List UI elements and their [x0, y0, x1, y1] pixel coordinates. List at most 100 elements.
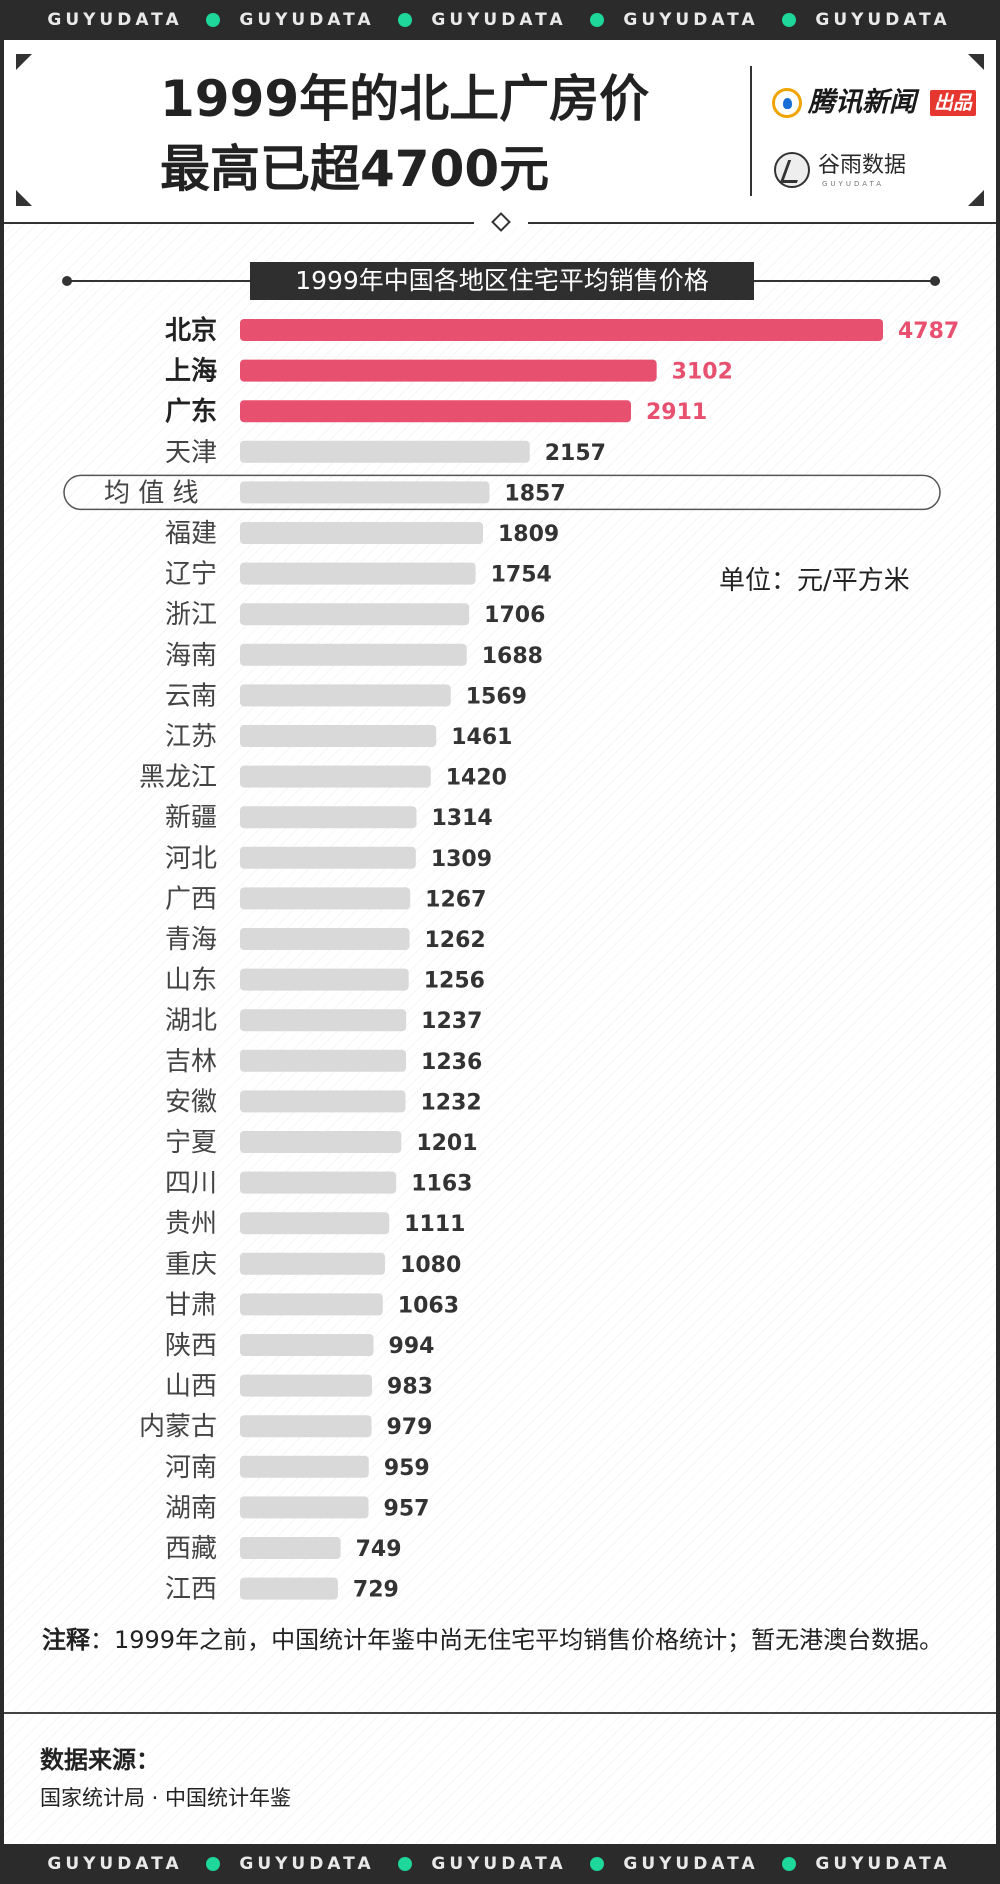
- category-label: 山西: [165, 1372, 217, 1402]
- brand-text: GUYUDATA: [431, 10, 567, 30]
- bar: [240, 1090, 406, 1113]
- brand-text: GUYUDATA: [47, 10, 183, 30]
- value-label: 1809: [498, 522, 559, 547]
- category-label: 黑龙江: [139, 763, 217, 793]
- value-label: 1063: [398, 1293, 459, 1318]
- category-label: 湖南: [165, 1493, 217, 1523]
- bar: [240, 603, 470, 626]
- corner-mark: [16, 54, 32, 70]
- category-label: 重庆: [165, 1250, 217, 1280]
- bar: [240, 1374, 373, 1397]
- header: 1999年的北上广房价 最高已超4700元 腾讯新闻 出品 谷雨数据 GUYUD…: [4, 40, 996, 222]
- value-label: 957: [384, 1496, 430, 1521]
- guyu-data-logo: 谷雨数据 GUYUDATA: [774, 150, 954, 194]
- guyu-data-name: 谷雨数据: [818, 153, 907, 178]
- subtitle-dot: [62, 276, 72, 286]
- top-brand-strip: GUYUDATA GUYUDATA GUYUDATA GUYUDATA GUYU…: [0, 0, 1000, 40]
- bar: [240, 1049, 407, 1072]
- value-label: 1461: [451, 725, 512, 750]
- page-title: 1999年的北上广房价 最高已超4700元: [160, 64, 720, 204]
- value-label: 749: [356, 1537, 402, 1562]
- value-label: 1857: [504, 481, 565, 506]
- unit-label: 单位：元/平方米: [719, 566, 910, 596]
- bar: [240, 562, 476, 585]
- bar: [240, 1131, 402, 1153]
- chart-title: 1999年中国各地区住宅平均销售价格: [250, 262, 754, 300]
- bar: [240, 440, 530, 463]
- value-label: 1080: [400, 1253, 461, 1278]
- category-label: 青海: [165, 925, 217, 955]
- category-label: 新疆: [165, 803, 217, 833]
- bar: [240, 887, 411, 910]
- value-label: 1309: [431, 847, 492, 872]
- value-label: 4787: [898, 319, 959, 344]
- bar: [240, 846, 416, 869]
- value-label: 1111: [404, 1212, 465, 1237]
- value-label: 3102: [672, 360, 733, 385]
- bar: [240, 1009, 407, 1032]
- brand-dot: [398, 1857, 412, 1871]
- category-label: 河北: [165, 844, 217, 874]
- bar: [240, 400, 632, 423]
- category-label: 福建: [165, 519, 217, 549]
- bar: [240, 1171, 397, 1194]
- category-label: 上海: [165, 357, 217, 387]
- produced-badge: 出品: [930, 90, 977, 116]
- value-label: 1754: [491, 563, 552, 588]
- bar: [240, 1455, 369, 1478]
- value-label: 1236: [421, 1050, 482, 1075]
- category-label: 江西: [165, 1575, 217, 1605]
- category-label: 四川: [165, 1169, 217, 1199]
- value-label: 1237: [421, 1009, 482, 1034]
- infographic-panel: 1999年的北上广房价 最高已超4700元 腾讯新闻 出品 谷雨数据 GUYUD…: [4, 40, 996, 1844]
- category-label: 内蒙古: [139, 1412, 217, 1442]
- brand-dot: [398, 13, 412, 27]
- tencent-news-icon: [772, 88, 802, 118]
- note-text: ：1999年之前，中国统计年鉴中尚无住宅平均销售价格统计；暂无港澳台数据。: [90, 1626, 944, 1654]
- brand-text: GUYUDATA: [623, 10, 759, 30]
- bar: [240, 1537, 341, 1559]
- bar: [240, 684, 451, 707]
- value-label: 959: [384, 1456, 430, 1481]
- value-label: 1688: [482, 644, 543, 669]
- brand-dot: [590, 1857, 604, 1871]
- value-label: 1201: [416, 1131, 477, 1156]
- corner-mark: [968, 54, 984, 70]
- footer-divider: [4, 1712, 996, 1714]
- brand-text: GUYUDATA: [47, 1854, 183, 1874]
- note-label: 注释: [42, 1626, 90, 1654]
- value-label: 1163: [411, 1172, 472, 1197]
- source-text: 国家统计局 · 中国统计年鉴: [40, 1786, 292, 1810]
- bar: [240, 1293, 383, 1316]
- value-label: 1314: [431, 806, 492, 831]
- bar: [240, 522, 483, 544]
- value-label: 983: [387, 1375, 433, 1400]
- value-label: 1267: [425, 887, 486, 912]
- bar: [240, 1415, 372, 1438]
- bar-chart: 北京 4787 上海 3102 广东 2911 天津 2157 均 值 线 1857 福建 1809 辽…: [63, 315, 959, 1605]
- category-label: 西藏: [165, 1534, 217, 1564]
- subtitle-dot: [930, 276, 940, 286]
- bar: [240, 725, 437, 747]
- bar: [240, 1334, 374, 1356]
- source-title: 数据来源：: [40, 1746, 160, 1774]
- value-label: 1420: [446, 766, 507, 791]
- category-label: 甘肃: [165, 1290, 217, 1320]
- brand-text: GUYUDATA: [815, 10, 951, 30]
- category-label: 山东: [165, 966, 217, 996]
- brand-dot: [782, 1857, 796, 1871]
- category-label: 贵州: [165, 1209, 217, 1239]
- bar: [240, 319, 883, 341]
- average-bar: [240, 481, 490, 504]
- bottom-brand-strip: GUYUDATA GUYUDATA GUYUDATA GUYUDATA GUYU…: [0, 1844, 1000, 1884]
- bar: [240, 765, 431, 788]
- category-label: 辽宁: [165, 560, 217, 590]
- brand-text: GUYUDATA: [623, 1854, 759, 1874]
- value-label: 1256: [424, 969, 485, 994]
- header-divider: [750, 66, 752, 196]
- category-label: 陕西: [165, 1331, 217, 1361]
- brand-dot: [590, 13, 604, 27]
- footnote: 注释：1999年之前，中国统计年鉴中尚无住宅平均销售价格统计；暂无港澳台数据。: [42, 1620, 972, 1660]
- category-label: 浙江: [165, 600, 217, 630]
- value-label: 994: [389, 1334, 435, 1359]
